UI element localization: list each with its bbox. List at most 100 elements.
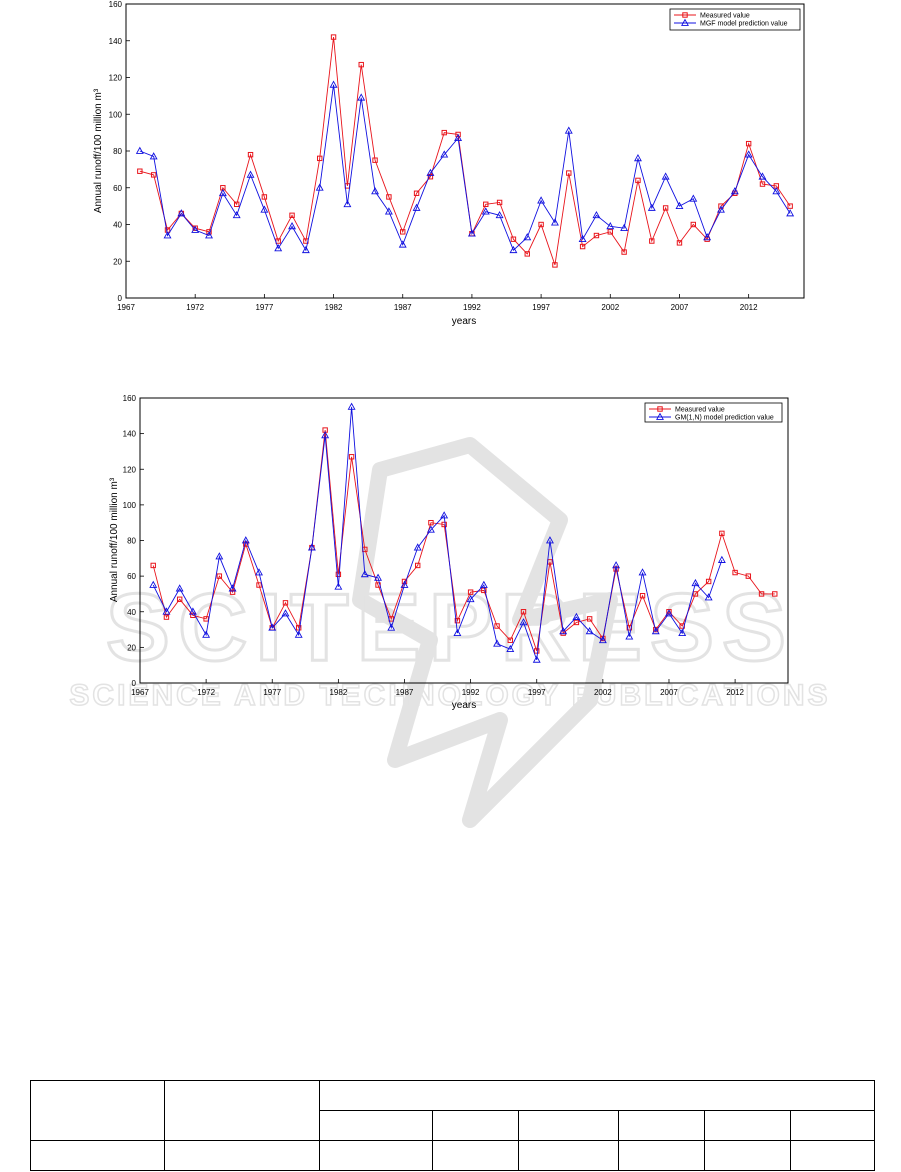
- x-tick-label: 1987: [394, 303, 412, 312]
- table-cell: [30, 1140, 165, 1171]
- data-point: [400, 229, 406, 235]
- x-tick-label: 1982: [325, 303, 343, 312]
- data-point: [343, 199, 352, 208]
- data-point: [268, 623, 277, 631]
- x-tick-label: 1972: [186, 303, 204, 312]
- data-point: [592, 210, 601, 219]
- data-point: [493, 639, 502, 647]
- data-point: [387, 623, 396, 631]
- table-cell: [319, 1110, 433, 1141]
- data-point: [467, 229, 476, 237]
- data-point: [523, 233, 532, 241]
- x-tick-label: 2002: [594, 688, 612, 697]
- legend-entry: MGF model prediction value: [700, 21, 788, 28]
- watermark-logo-shape: [352, 437, 618, 828]
- data-point: [241, 536, 250, 544]
- data-point: [772, 591, 778, 597]
- x-tick-label: 1967: [131, 688, 149, 697]
- legend-marker: [657, 406, 663, 412]
- data-point: [176, 596, 183, 602]
- data-point: [400, 580, 409, 588]
- data-point: [203, 616, 209, 622]
- data-point: [440, 150, 449, 158]
- table-cell: [789, 1140, 876, 1171]
- data-point: [483, 201, 489, 207]
- data-point: [665, 609, 673, 617]
- data-point: [534, 648, 540, 654]
- chart-plot-frame: [139, 397, 789, 684]
- data-point: [639, 593, 646, 599]
- data-point: [545, 536, 554, 544]
- data-point: [412, 203, 421, 211]
- watermark-small-text: SCIENCE AND TECHNOLOGY PUBLICATIONS: [69, 679, 830, 712]
- data-point: [289, 212, 295, 219]
- x-tick-label: 1997: [532, 303, 550, 312]
- data-point: [426, 168, 435, 176]
- data-point: [692, 591, 699, 597]
- data-point: [374, 573, 383, 581]
- table-cell: [704, 1140, 791, 1171]
- data-point: [260, 205, 269, 213]
- chart-plot-frame: [125, 3, 805, 299]
- data-point: [495, 210, 504, 219]
- table-cell: [318, 1080, 876, 1111]
- data-point: [150, 562, 156, 569]
- data-point: [606, 222, 615, 230]
- legend-box: [644, 402, 783, 423]
- data-point: [620, 223, 629, 232]
- table-cell: [789, 1110, 876, 1141]
- data-point: [162, 607, 171, 615]
- data-point: [638, 568, 647, 576]
- runoff-chart-gm1n: 1967 1972 1977 1982 1987 1992 1997 2002 2007 2012…: [109, 394, 789, 711]
- y-tick-label: 0: [132, 679, 137, 688]
- legend-entry: Measured value: [700, 13, 750, 20]
- data-point: [559, 627, 568, 635]
- x-tick-label: 1992: [463, 303, 481, 312]
- data-point: [676, 240, 683, 246]
- data-point: [441, 521, 447, 528]
- data-point: [427, 174, 434, 180]
- data-point: [274, 244, 283, 252]
- data-point: [301, 245, 310, 254]
- data-point: [371, 187, 380, 195]
- x-tick-label: 1997: [528, 688, 546, 697]
- data-point: [163, 614, 170, 620]
- legend-marker: [682, 12, 688, 18]
- data-point: [506, 644, 515, 653]
- data-point: [261, 194, 268, 200]
- y-axis-label: Annual runoff/100 million m³: [93, 88, 104, 213]
- data-point: [612, 561, 621, 569]
- data-point: [307, 543, 316, 551]
- legend-entry: GM(1,N) model prediction value: [675, 415, 774, 422]
- table-cell: [704, 1110, 791, 1141]
- data-point: [413, 543, 422, 551]
- y-tick-label: 160: [109, 0, 123, 9]
- data-point: [647, 203, 656, 211]
- y-tick-label: 120: [123, 465, 137, 474]
- data-point: [552, 262, 558, 268]
- y-tick-label: 160: [123, 394, 137, 403]
- data-point: [202, 630, 211, 638]
- data-point: [246, 170, 255, 178]
- x-tick-label: 2012: [726, 688, 744, 697]
- chart-ticks: 1967 1972 1977 1982 1987 1992 1997 2002 2007 2012…: [123, 394, 745, 697]
- data-point: [317, 155, 323, 162]
- data-point: [625, 632, 634, 640]
- data-point: [745, 140, 752, 147]
- table-cell: [164, 1140, 320, 1171]
- table-cell: [518, 1110, 619, 1141]
- data-point: [578, 234, 587, 243]
- data-point: [691, 578, 700, 587]
- data-point: [358, 61, 364, 68]
- y-tick-label: 20: [113, 257, 122, 266]
- chart-series: [135, 34, 795, 268]
- runoff-chart-mgf: 1967 1972 1977 1982 1987 1992 1997 2002 2007 2012…: [93, 0, 805, 327]
- data-point: [758, 172, 767, 180]
- data-point: [149, 152, 158, 160]
- data-point: [288, 222, 297, 230]
- data-point: [758, 591, 765, 597]
- data-point: [566, 170, 572, 176]
- data-point: [704, 593, 713, 601]
